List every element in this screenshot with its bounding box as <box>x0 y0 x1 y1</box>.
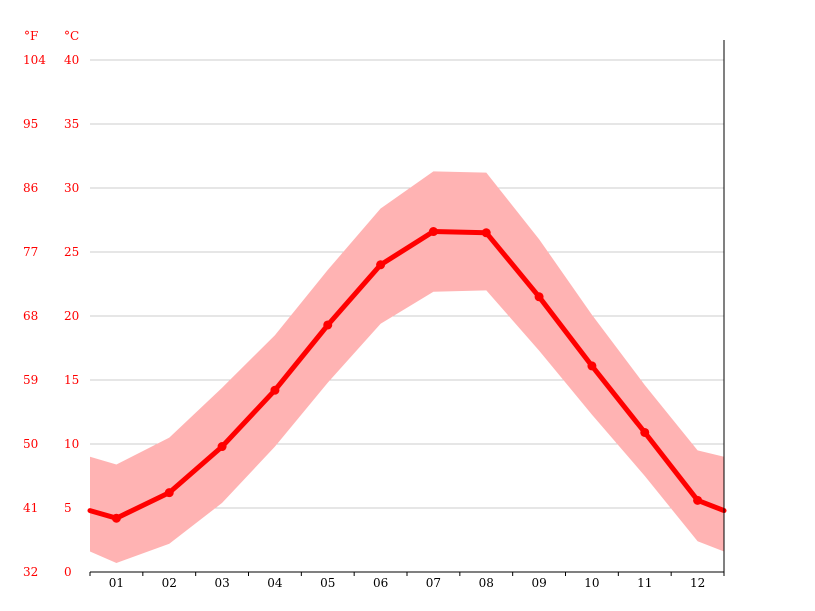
mean-point <box>481 228 491 238</box>
y-tick-label-fahrenheit: 104 <box>23 53 46 67</box>
x-tick-label: 12 <box>690 576 705 590</box>
y-tick-labels: 32 0 41 5 50 10 59 15 68 20 77 25 86 30 95 35 104 40 <box>23 53 79 579</box>
mean-point <box>376 260 386 270</box>
x-tick-label: 07 <box>426 576 441 590</box>
y-tick-label-fahrenheit: 32 <box>23 565 38 579</box>
y-tick-label-fahrenheit: 50 <box>23 437 38 451</box>
y-tick-label-fahrenheit: 59 <box>23 373 38 387</box>
y-tick-label-fahrenheit: 68 <box>23 309 38 323</box>
x-tick-label: 02 <box>162 576 177 590</box>
y-tick-label-fahrenheit: 86 <box>23 181 38 195</box>
mean-temperature-line <box>87 229 727 521</box>
temperature-range-band <box>90 171 724 563</box>
y-tick-label-celsius: 10 <box>64 437 79 451</box>
x-tick-label: 08 <box>479 576 494 590</box>
fahrenheit-unit-label: °F <box>24 29 38 43</box>
y-tick-label-celsius: 5 <box>64 501 72 515</box>
y-tick-label-celsius: 0 <box>64 565 72 579</box>
x-tick-label: 11 <box>637 576 652 590</box>
mean-point <box>640 427 650 437</box>
y-tick-label-fahrenheit: 95 <box>23 117 38 131</box>
y-tick-label-celsius: 15 <box>64 373 79 387</box>
y-tick-label-celsius: 35 <box>64 117 79 131</box>
mean-point <box>217 442 227 452</box>
mean-point <box>693 495 703 505</box>
mean-point <box>164 488 174 498</box>
x-tick-label: 04 <box>267 576 283 590</box>
mean-point <box>323 320 333 330</box>
x-tick-label: 10 <box>584 576 599 590</box>
x-ticks: 01 02 03 04 05 06 07 08 09 10 11 12 <box>89 572 725 590</box>
mean-point <box>111 513 121 523</box>
mean-point <box>270 385 280 395</box>
y-tick-label-celsius: 30 <box>64 181 79 195</box>
mean-points <box>111 227 703 523</box>
x-tick-label: 06 <box>373 576 388 590</box>
celsius-unit-label: °C <box>64 29 79 43</box>
mean-point <box>587 361 597 371</box>
y-tick-label-celsius: 20 <box>64 309 79 323</box>
y-tick-label-fahrenheit: 41 <box>23 501 38 515</box>
y-tick-label-fahrenheit: 77 <box>23 245 38 259</box>
x-tick-label: 05 <box>320 576 335 590</box>
mean-point <box>428 227 438 237</box>
x-tick-label: 09 <box>531 576 546 590</box>
y-tick-label-celsius: 25 <box>64 245 79 259</box>
y-tick-label-celsius: 40 <box>64 53 79 67</box>
mean-point <box>534 292 544 302</box>
x-tick-label: 01 <box>109 576 124 590</box>
x-tick-label: 03 <box>214 576 229 590</box>
